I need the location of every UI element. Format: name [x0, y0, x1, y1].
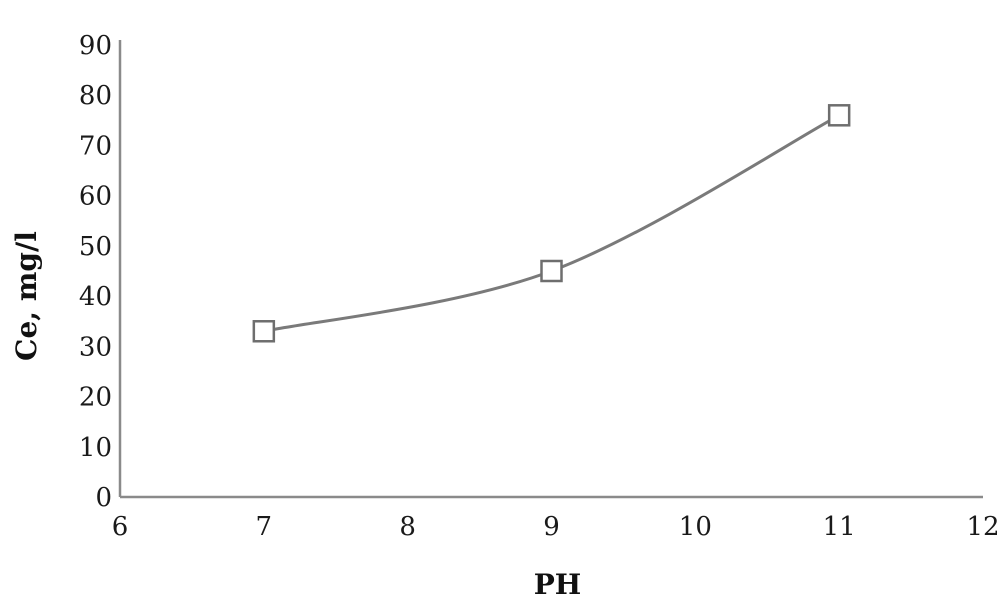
x-tick-label: 6: [112, 512, 129, 542]
y-tick-label: 50: [79, 232, 112, 262]
data-markers: [252, 104, 851, 343]
x-tick-label: 7: [256, 512, 273, 542]
y-tick-label: 0: [95, 483, 112, 513]
y-tick-label: 20: [79, 383, 112, 413]
series-line: [263, 113, 840, 333]
x-tick-label: 9: [543, 512, 560, 542]
x-axis-ticks: 6 7 8 9 10 11 12: [112, 512, 1000, 542]
x-tick-label: 11: [823, 512, 856, 542]
y-tick-label: 40: [79, 282, 112, 312]
y-tick-label: 60: [79, 182, 112, 212]
y-tick-label: 10: [79, 433, 112, 463]
data-point-marker: [252, 320, 276, 343]
y-tick-label: 30: [79, 332, 112, 362]
y-axis-title: Ce, mg/l: [10, 231, 43, 361]
data-point-marker: [540, 259, 563, 283]
x-tick-label: 10: [679, 512, 712, 542]
y-tick-label: 90: [79, 31, 112, 61]
y-axis-ticks: 0 10 20 30 40 50 60 70 80 90: [79, 31, 112, 513]
y-tick-label: 80: [79, 81, 112, 111]
data-point-marker: [827, 104, 851, 127]
y-tick-label: 70: [79, 131, 112, 161]
x-axis-title: PH: [534, 568, 582, 601]
x-tick-label: 12: [966, 512, 999, 542]
x-tick-label: 8: [399, 512, 416, 542]
